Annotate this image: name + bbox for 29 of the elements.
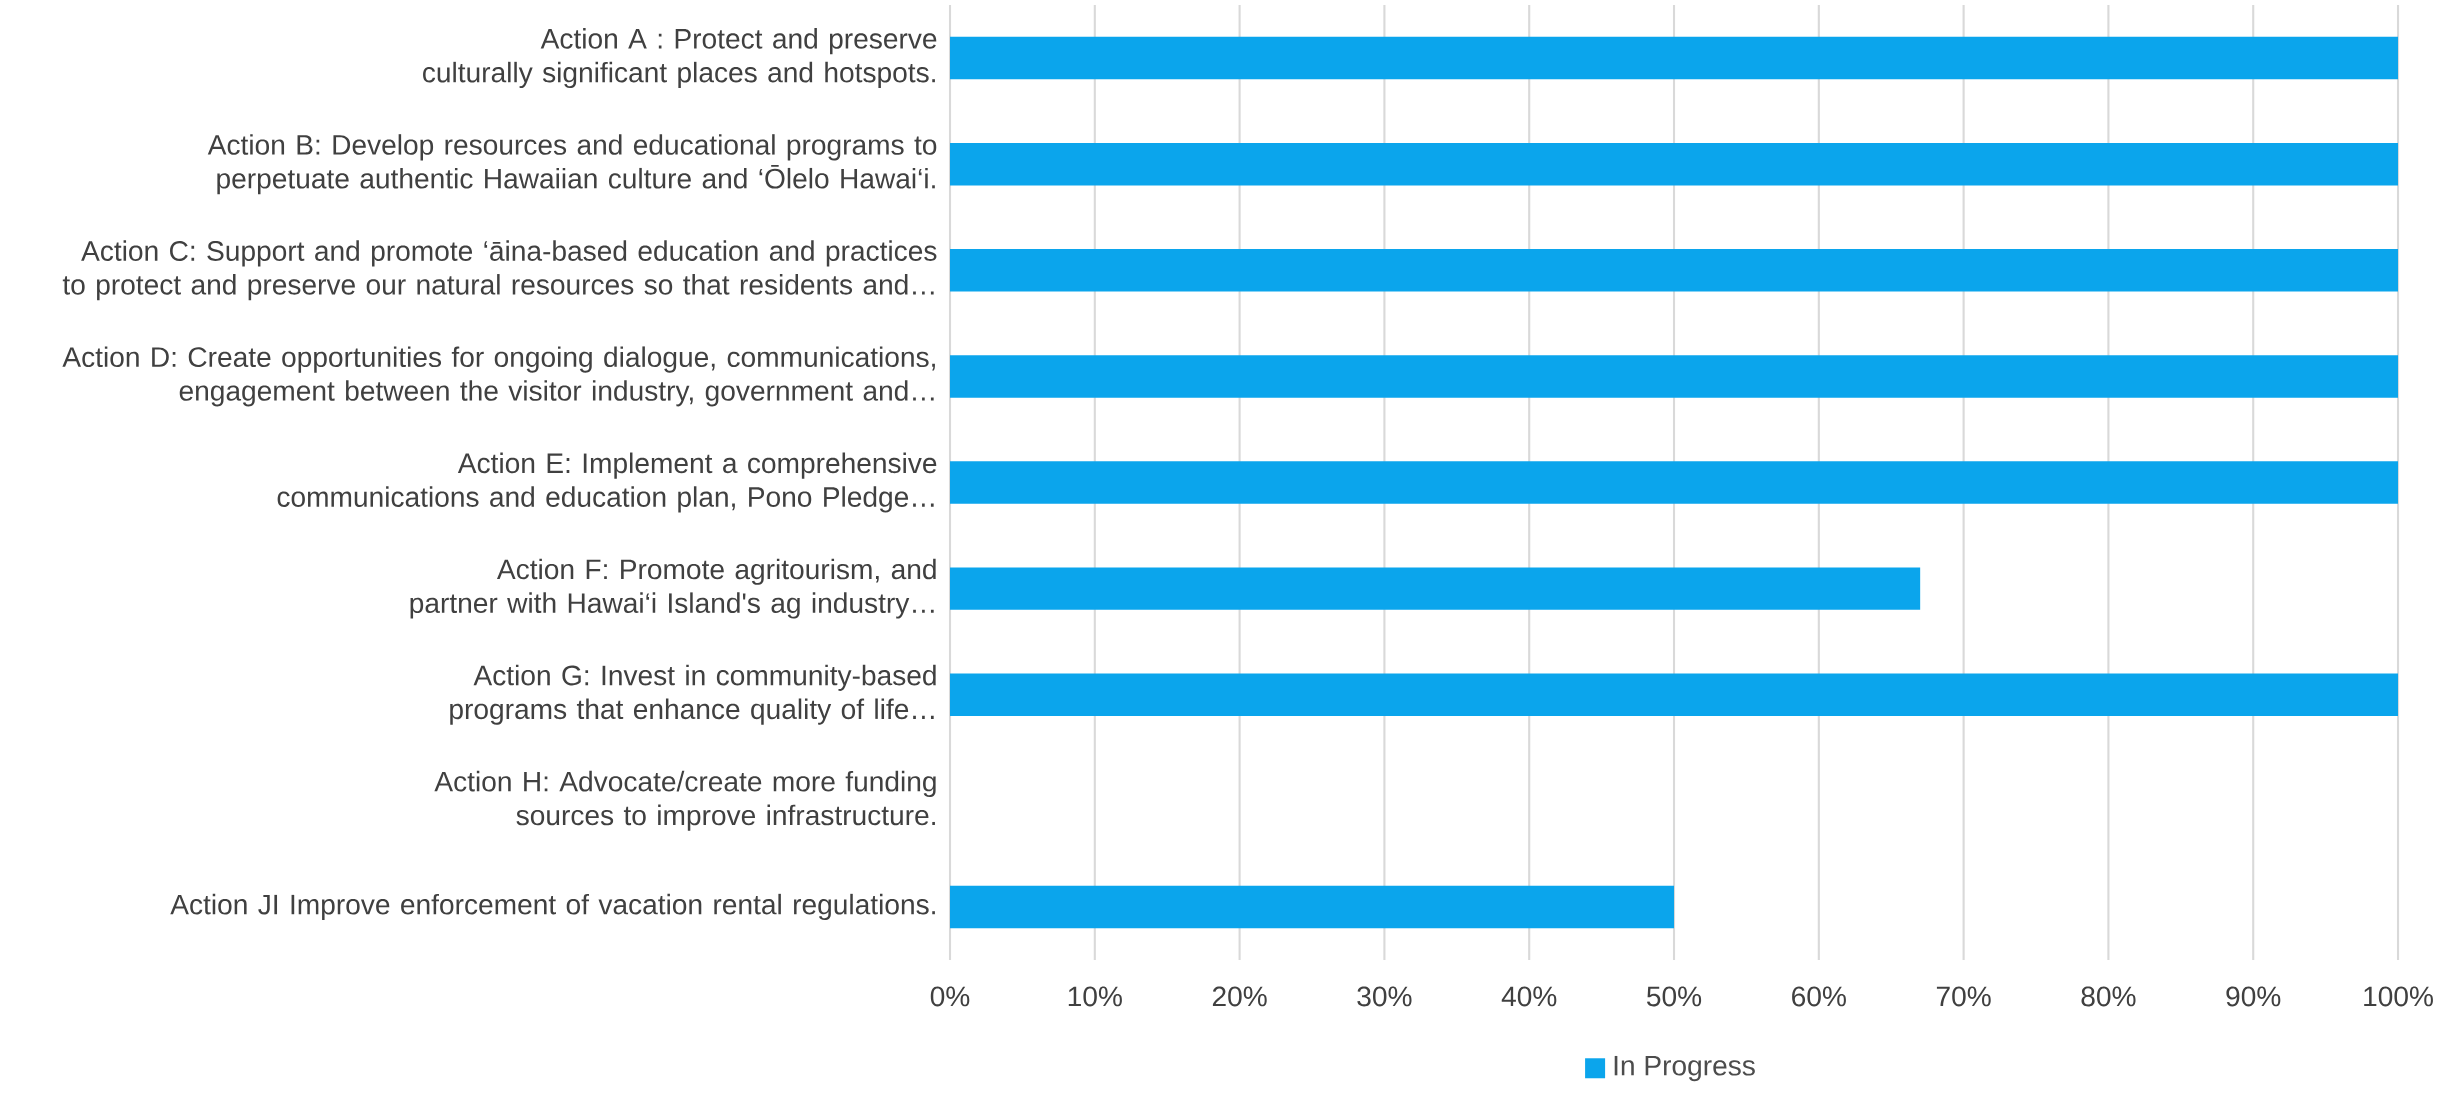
y-tick-label: Action B: Develop resources and educational programs to perpetuate authentic Hawaiian culture and ‘Ōlelo Hawai‘i. [207,134,937,195]
y-tick-label: Action F: Promote agritourism, and partner with Hawai‘i Island's ag industry… [410,558,936,619]
x-tick-label: 40% [1501,986,1557,1007]
x-tick-label: 10% [1068,986,1122,1007]
x-tick-label: 80% [2081,986,2136,1007]
bar [950,673,2399,716]
x-tick-label: 90% [2226,986,2281,1007]
x-tick-label: 0% [930,986,970,1007]
x-tick-label: 70% [1936,986,1991,1007]
legend-label: In Progress [1614,1055,1755,1082]
y-tick-label: Action E: Implement a comprehensive communications and education plan, Pono Pledge… [277,452,937,513]
bar [950,567,1921,610]
x-tick-label: 50% [1646,986,1702,1007]
bar [950,249,2399,292]
y-tick-label: Action G: Invest in community-based programs that enhance quality of life… [450,664,936,725]
y-tick-label: Action A : Protect and preserve culturally significant places and hotspots. [423,28,937,89]
y-tick-label: Action H: Advocate/create more funding sources to improve infrastructure. [434,770,936,831]
y-tick-label: Action D: Create opportunities for ongoing dialogue, communications, engagement between the visitor industry, government and… [62,346,935,407]
x-tick-label: 30% [1357,986,1412,1007]
bar [950,461,2399,504]
bar [950,885,1675,929]
x-tick-label: 100% [2364,986,2433,1007]
bar [950,355,2399,398]
x-tick-label: 20% [1212,986,1267,1007]
x-tick-label: 60% [1792,986,1846,1007]
y-tick-label: Action JI Improve enforcement of vacation rental regulations. [170,893,935,921]
y-tick-label: Action C: Support and promote ‘āina-based education and practices to protect and preserve our natural resources so that residents and… [62,240,937,301]
bar [950,142,2399,186]
bar [950,36,2399,80]
